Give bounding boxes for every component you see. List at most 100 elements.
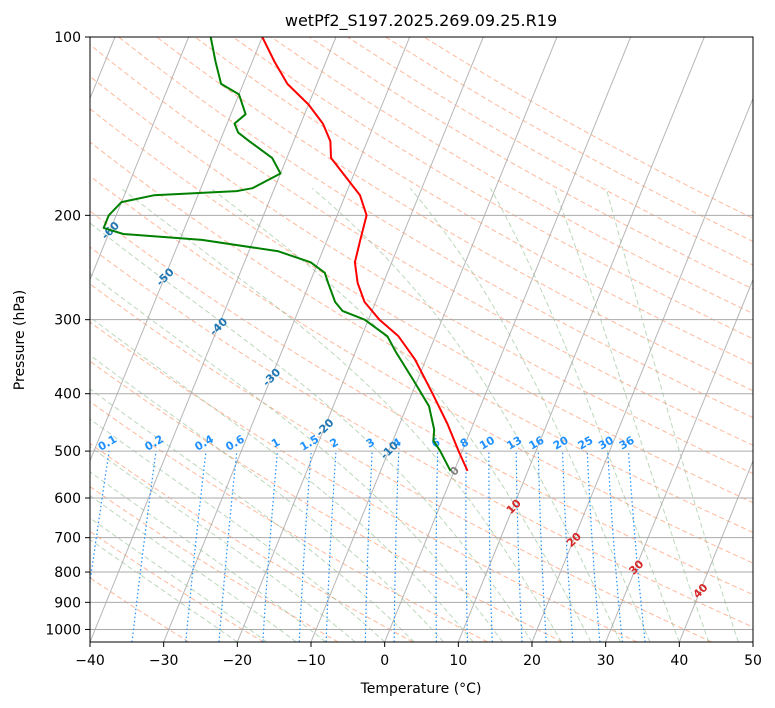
x-tick-label: −20 bbox=[223, 653, 253, 669]
isotherm-line bbox=[605, 278, 753, 642]
y-tick-label: 300 bbox=[54, 313, 81, 329]
moist-adiabats bbox=[90, 187, 739, 642]
moist-adiabat-label: 30 bbox=[626, 557, 646, 577]
moist-adiabat bbox=[90, 494, 297, 642]
mixing-ratio-label: 16 bbox=[527, 433, 547, 452]
moist-adiabat bbox=[90, 471, 327, 642]
y-tick-label: 800 bbox=[54, 565, 81, 581]
moist-adiabat bbox=[90, 445, 356, 642]
dry-adiabat bbox=[90, 283, 712, 642]
dry-adiabat bbox=[90, 175, 753, 564]
dry-adiabat bbox=[194, 37, 753, 366]
moist-adiabat-label: 20 bbox=[564, 530, 584, 550]
dry-adiabat-label: -40 bbox=[207, 315, 230, 338]
y-tick-label: 400 bbox=[54, 387, 81, 403]
dry-adiabat-label: -80 bbox=[0, 130, 11, 153]
isotherm-line bbox=[310, 37, 558, 642]
y-tick-label: 600 bbox=[54, 491, 81, 507]
mixing-ratio-line bbox=[131, 451, 157, 642]
mixing-ratio-label: 0.1 bbox=[96, 433, 119, 454]
isotherm-line bbox=[384, 37, 632, 642]
mixing-ratio-label: 20 bbox=[551, 433, 571, 452]
dry-adiabat-label: -70 bbox=[43, 174, 66, 197]
moist-adiabat bbox=[90, 388, 415, 642]
dry-adiabat bbox=[270, 37, 753, 315]
y-tick-label: 100 bbox=[54, 30, 81, 46]
moist-adiabat-label: 40 bbox=[691, 581, 711, 601]
skewed-isotherms bbox=[90, 37, 753, 642]
x-tick-label: 40 bbox=[670, 653, 688, 669]
dry-adiabat bbox=[90, 141, 753, 534]
mixing-ratio-line bbox=[325, 451, 337, 642]
moist-adiabat bbox=[90, 354, 444, 642]
x-tick-label: 10 bbox=[449, 653, 467, 669]
dry-adiabat bbox=[309, 37, 753, 290]
dry-adiabat bbox=[156, 37, 753, 392]
y-tick-label: 900 bbox=[54, 595, 81, 611]
dry-adiabat bbox=[90, 530, 264, 642]
mixing-ratio-line bbox=[627, 451, 646, 642]
isotherm-line bbox=[163, 37, 411, 642]
mixing-ratio-lines bbox=[90, 451, 646, 642]
dry-adiabat bbox=[118, 37, 753, 419]
y-tick-label: 200 bbox=[54, 208, 81, 224]
dry-adiabat bbox=[90, 108, 753, 504]
isotherm-line bbox=[90, 37, 190, 281]
isotherm-line bbox=[90, 37, 263, 463]
mixing-ratio-label: 10 bbox=[477, 433, 497, 452]
y-tick-label: 1000 bbox=[45, 622, 81, 638]
isotherm-line bbox=[236, 37, 484, 642]
x-tick-label: 0 bbox=[380, 653, 389, 669]
y-axis-label: Pressure (hPa) bbox=[12, 290, 28, 390]
mixing-ratio-line bbox=[90, 451, 110, 587]
dry-adiabats bbox=[90, 37, 753, 642]
dry-adiabat bbox=[347, 37, 753, 266]
temperature-profile-line bbox=[261, 37, 469, 472]
moist-adiabat bbox=[90, 222, 533, 642]
x-axis-ticks: −40 −30 −20 −10 0 10 20 30 40 50 bbox=[75, 642, 762, 669]
mixing-ratio-label: 8 bbox=[458, 436, 471, 451]
moist-adiabat-label: 10 bbox=[504, 497, 524, 517]
dry-adiabat-label: -30 bbox=[260, 366, 283, 389]
moist-adiabat bbox=[90, 539, 238, 642]
dry-adiabat bbox=[90, 210, 753, 596]
y-tick-label: 700 bbox=[54, 531, 81, 547]
isotherm-line bbox=[90, 37, 337, 642]
moist-adiabat bbox=[120, 187, 562, 642]
moist-adiabat bbox=[490, 187, 680, 642]
x-tick-label: 50 bbox=[744, 653, 762, 669]
x-tick-label: 20 bbox=[523, 653, 541, 669]
moist-adiabat bbox=[409, 187, 651, 642]
dry-adiabat bbox=[423, 37, 753, 219]
mixing-ratio-label: 25 bbox=[576, 434, 596, 453]
isotherm-line bbox=[678, 459, 753, 642]
dry-adiabat bbox=[90, 577, 190, 642]
mixing-ratio-line bbox=[364, 451, 373, 642]
dry-adiabat bbox=[90, 401, 488, 642]
dry-adiabat bbox=[90, 246, 753, 628]
dewpoint-profile-line bbox=[102, 37, 452, 472]
moist-adiabat bbox=[311, 187, 621, 642]
mixing-ratio-label: 30 bbox=[596, 433, 616, 452]
x-tick-label: −30 bbox=[149, 653, 179, 669]
moist-adiabat bbox=[90, 517, 268, 642]
isotherm-line bbox=[531, 97, 753, 642]
mixing-ratio-label: 0.2 bbox=[143, 433, 166, 454]
y-tick-label: 500 bbox=[54, 444, 81, 460]
isotherm-line bbox=[752, 640, 753, 642]
dry-adiabat bbox=[232, 37, 753, 340]
mixing-ratio-line bbox=[435, 451, 439, 642]
mixing-ratio-line bbox=[488, 451, 493, 642]
dry-adiabat bbox=[90, 360, 563, 642]
mixing-ratio-label: 0.6 bbox=[223, 432, 247, 453]
mixing-ratio-line bbox=[185, 451, 207, 642]
mixing-ratio-label: 36 bbox=[617, 433, 637, 452]
moist-adiabat bbox=[605, 188, 739, 642]
dry-adiabat-label: -50 bbox=[154, 265, 177, 288]
dry-adiabat bbox=[90, 44, 753, 446]
moist-adiabat bbox=[90, 273, 503, 642]
x-tick-label: 30 bbox=[597, 653, 615, 669]
mixing-ratio-line bbox=[218, 451, 238, 642]
y-axis-ticks: 100 200 300 400 500 600 700 800 900 1000 bbox=[45, 30, 90, 638]
